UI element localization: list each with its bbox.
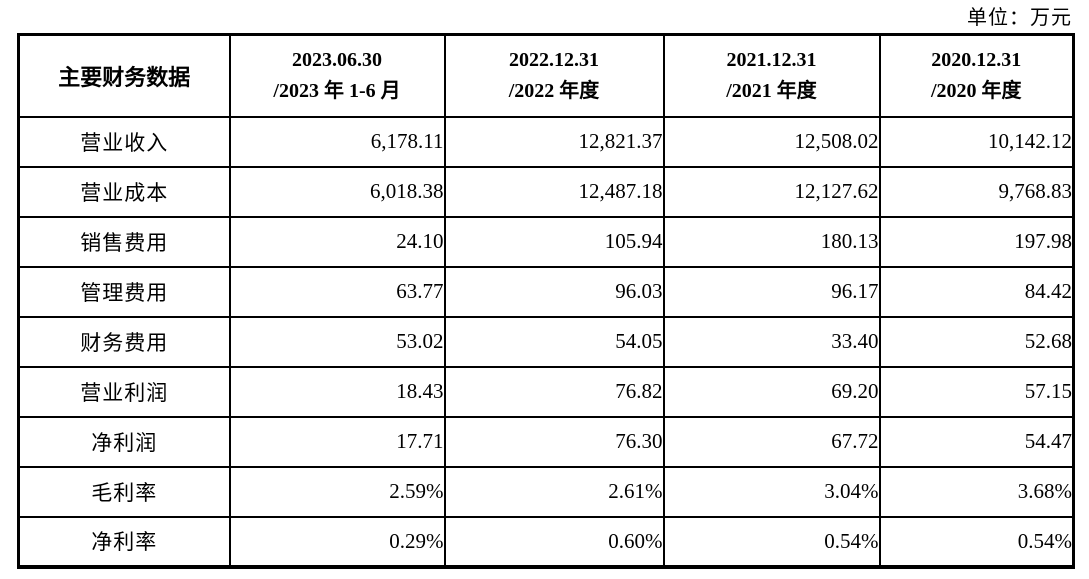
period-range: /2020 年度	[930, 79, 1022, 102]
cell-value: 0.60%	[443, 515, 665, 568]
table-header: 主要财务数据 2023.06.30 /2023 年 1-6 月 2022.12.…	[17, 33, 1075, 118]
cell-value: 67.72	[662, 415, 881, 468]
cell-value: 96.03	[443, 265, 665, 318]
cell-value: 76.82	[443, 365, 665, 418]
cell-value: 0.54%	[878, 515, 1075, 568]
table-row-selling-expenses: 销售费用 24.10 105.94 180.13 197.98	[17, 215, 1075, 268]
row-label: 净利率	[17, 515, 231, 568]
cell-value: 53.02	[228, 315, 446, 368]
period-date: 2022.12.31	[509, 48, 599, 71]
table-row-gross-margin: 毛利率 2.59% 2.61% 3.04% 3.68%	[17, 465, 1075, 518]
cell-value: 24.10	[228, 215, 446, 268]
row-label: 毛利率	[17, 465, 231, 518]
period-range: /2023 年 1-6 月	[273, 79, 401, 102]
table-row-operating-profit: 营业利润 18.43 76.82 69.20 57.15	[17, 365, 1075, 418]
header-cell-period-2020: 2020.12.31 /2020 年度	[878, 33, 1075, 118]
table-row-operating-revenue: 营业收入 6,178.11 12,821.37 12,508.02 10,142…	[17, 115, 1075, 168]
cell-value: 3.04%	[662, 465, 881, 518]
unit-label: 单位：万元	[967, 7, 1072, 29]
header-cell-period-2022: 2022.12.31 /2022 年度	[443, 33, 665, 118]
cell-value: 18.43	[228, 365, 446, 418]
cell-value: 69.20	[662, 365, 881, 418]
period-date: 2021.12.31	[726, 48, 817, 71]
cell-value: 96.17	[662, 265, 881, 318]
cell-value: 105.94	[443, 215, 665, 268]
cell-value: 12,127.62	[662, 165, 881, 218]
header-cell-period-2023: 2023.06.30 /2023 年 1-6 月	[228, 33, 446, 118]
financial-data-table: 主要财务数据 2023.06.30 /2023 年 1-6 月 2022.12.…	[17, 33, 1075, 569]
table-row-admin-expenses: 管理费用 63.77 96.03 96.17 84.42	[17, 265, 1075, 318]
header-cell-main: 主要财务数据	[17, 33, 231, 118]
row-label: 营业成本	[17, 165, 231, 218]
cell-value: 12,487.18	[443, 165, 665, 218]
cell-value: 6,018.38	[228, 165, 446, 218]
cell-value: 2.59%	[228, 465, 446, 518]
row-label: 销售费用	[17, 215, 231, 268]
cell-value: 54.47	[878, 415, 1075, 468]
period-range: /2021 年度	[726, 79, 817, 102]
period-date: 2023.06.30	[292, 48, 382, 71]
cell-value: 63.77	[228, 265, 446, 318]
row-label: 营业收入	[17, 115, 231, 168]
cell-value: 0.29%	[228, 515, 446, 568]
cell-value: 54.05	[443, 315, 665, 368]
period-date: 2020.12.31	[931, 48, 1022, 71]
cell-value: 9,768.83	[878, 165, 1075, 218]
row-label: 管理费用	[17, 265, 231, 318]
cell-value: 2.61%	[443, 465, 665, 518]
cell-value: 57.15	[878, 365, 1075, 418]
table-body: 营业收入 6,178.11 12,821.37 12,508.02 10,142…	[17, 115, 1075, 568]
header-cell-period-2021: 2021.12.31 /2021 年度	[662, 33, 881, 118]
cell-value: 3.68%	[878, 465, 1075, 518]
period-range: /2022 年度	[508, 79, 600, 102]
cell-value: 84.42	[878, 265, 1075, 318]
table-row-net-margin: 净利率 0.29% 0.60% 0.54% 0.54%	[17, 515, 1075, 568]
table-row-net-profit: 净利润 17.71 76.30 67.72 54.47	[17, 415, 1075, 468]
cell-value: 12,508.02	[662, 115, 881, 168]
cell-value: 6,178.11	[228, 115, 446, 168]
header-row: 主要财务数据 2023.06.30 /2023 年 1-6 月 2022.12.…	[17, 33, 1075, 118]
cell-value: 0.54%	[662, 515, 881, 568]
cell-value: 17.71	[228, 415, 446, 468]
table-row-operating-cost: 营业成本 6,018.38 12,487.18 12,127.62 9,768.…	[17, 165, 1075, 218]
cell-value: 197.98	[878, 215, 1075, 268]
table-row-finance-expenses: 财务费用 53.02 54.05 33.40 52.68	[17, 315, 1075, 368]
cell-value: 10,142.12	[878, 115, 1075, 168]
row-label: 财务费用	[17, 315, 231, 368]
cell-value: 52.68	[878, 315, 1075, 368]
cell-value: 180.13	[662, 215, 881, 268]
cell-value: 33.40	[662, 315, 881, 368]
cell-value: 76.30	[443, 415, 665, 468]
cell-value: 12,821.37	[443, 115, 665, 168]
row-label: 营业利润	[17, 365, 231, 418]
row-label: 净利润	[17, 415, 231, 468]
